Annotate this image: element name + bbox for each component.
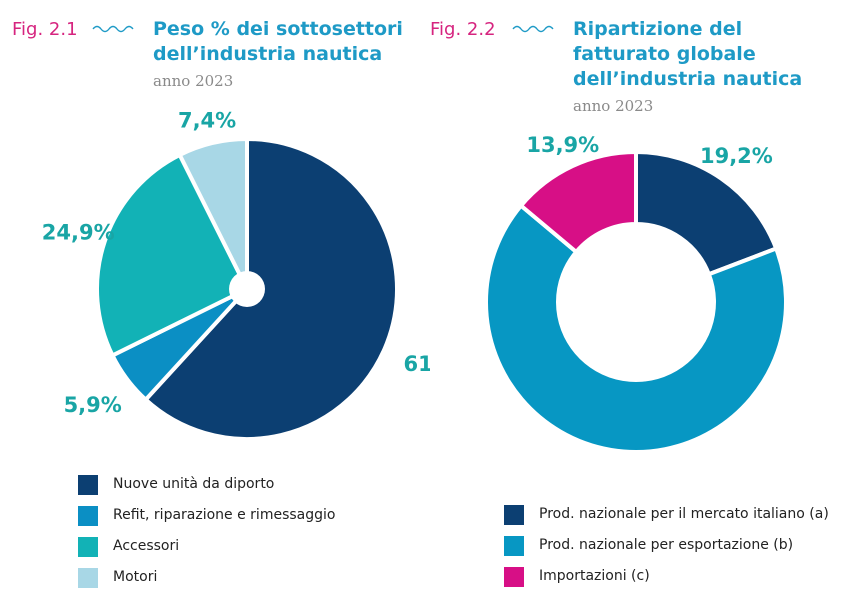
legend-swatch — [504, 536, 524, 556]
pie-chart-sottosettori: 61,8% 5,9% 24,9% 7,4% — [42, 109, 430, 441]
pie-slice — [95, 152, 250, 359]
figure-title: Ripartizione del fatturato globale dell’… — [573, 17, 802, 92]
figure-title-line: Peso % dei sottosettori — [153, 18, 403, 40]
legend-swatch — [504, 567, 524, 587]
legend-label: Nuove unità da diporto — [113, 476, 275, 492]
legend-label: Refit, riparazione e rimessaggio — [113, 507, 336, 523]
slice-value-label: 24,9% — [42, 220, 115, 244]
pie-center-hole — [229, 271, 265, 307]
figure-2-2: Fig. 2.2 Ripartizione del fatturato glob… — [430, 0, 864, 610]
wave-icon — [512, 25, 554, 33]
figure-subtitle: anno 2023 — [153, 72, 234, 90]
legend-swatch — [78, 568, 98, 588]
figure-subtitle: anno 2023 — [573, 97, 654, 115]
pie-slice — [177, 136, 249, 290]
legend-swatch — [504, 505, 524, 525]
figure-number: Fig. 2.2 — [430, 19, 496, 40]
slice-value-label: 13,9% — [526, 133, 599, 157]
pie-slice — [518, 149, 638, 255]
slice-value-label: 5,9% — [64, 393, 122, 417]
legend-label: Importazioni (c) — [539, 568, 650, 584]
legend-label: Motori — [113, 569, 158, 585]
pie-slice — [634, 149, 779, 277]
figure-2-1: Fig. 2.1 Peso % dei sottosettori dell’in… — [0, 0, 430, 610]
figure-title-line: fatturato globale — [573, 43, 756, 65]
legend-label: Prod. nazionale per il mercato italiano … — [539, 506, 829, 522]
pie-slice — [142, 136, 399, 441]
pie-slice — [484, 202, 788, 454]
legend-swatch — [78, 506, 98, 526]
slice-value-label: 7,4% — [178, 109, 236, 133]
legend-swatch — [78, 537, 98, 557]
donut-chart-fatturato: 19,2%66,9%13,9% — [484, 133, 788, 454]
figure-number: Fig. 2.1 — [12, 19, 78, 40]
figure-title-line: dell’industria nautica — [153, 43, 383, 65]
legend-swatch — [78, 475, 98, 495]
slice-value-label: 19,2% — [700, 144, 773, 168]
wave-icon — [92, 25, 134, 33]
legend-label: Prod. nazionale per esportazione (b) — [539, 537, 794, 553]
figure-title-line: dell’industria nautica — [573, 68, 803, 90]
slice-value-label: 61,8% — [403, 352, 430, 376]
figure-title: Peso % dei sottosettori dell’industria n… — [153, 17, 403, 67]
legend-label: Accessori — [113, 538, 180, 554]
figure-title-line: Ripartizione del — [573, 18, 743, 40]
